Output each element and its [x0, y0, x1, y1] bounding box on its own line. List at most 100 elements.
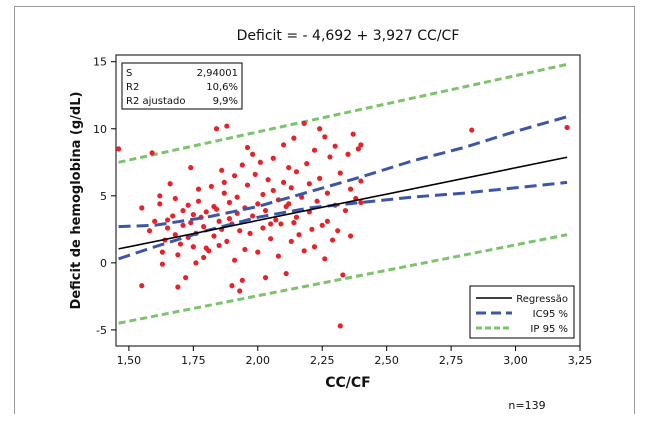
data-point	[564, 124, 570, 131]
stats-box: S 2,94001 R2 10,6% R2 ajustado 9,9%	[121, 62, 243, 110]
data-point	[244, 144, 251, 151]
data-point	[190, 211, 196, 218]
data-point	[208, 183, 214, 190]
data-point	[337, 323, 343, 329]
stats-value: 9,9%	[213, 96, 238, 107]
data-point	[190, 244, 196, 250]
data-point	[317, 175, 323, 181]
data-point	[139, 283, 145, 289]
data-point	[193, 260, 199, 266]
data-point	[268, 236, 274, 242]
stats-value: 2,94001	[197, 68, 238, 79]
data-point	[268, 221, 274, 227]
data-point	[157, 193, 163, 199]
data-point	[213, 126, 220, 132]
data-point	[159, 261, 165, 267]
data-point	[327, 154, 333, 160]
data-point	[273, 217, 279, 223]
data-point	[239, 277, 245, 283]
stats-label: S	[126, 68, 132, 79]
data-point	[306, 181, 312, 187]
data-point	[177, 241, 184, 247]
data-point	[224, 238, 230, 245]
data-point	[188, 165, 194, 171]
data-point	[329, 237, 336, 243]
data-point	[216, 242, 222, 249]
y-tick-label: -5	[96, 324, 107, 337]
data-point	[262, 275, 269, 281]
data-point	[335, 228, 341, 234]
data-point	[317, 126, 323, 132]
data-point	[255, 201, 261, 207]
data-point	[314, 198, 320, 204]
x-tick-label: 2,75	[439, 354, 464, 367]
data-point	[195, 198, 202, 204]
figure-frame	[14, 6, 635, 414]
y-tick-label: 15	[93, 56, 107, 69]
data-point	[146, 228, 153, 234]
data-point	[231, 173, 238, 179]
data-point	[280, 142, 287, 148]
data-point	[260, 225, 266, 231]
data-point	[311, 147, 318, 153]
data-point	[152, 218, 158, 224]
plot-area	[115, 54, 581, 347]
data-point	[291, 220, 297, 226]
data-point	[293, 214, 300, 220]
data-point	[164, 217, 171, 223]
data-point	[221, 179, 227, 185]
data-point	[226, 216, 233, 222]
data-point	[244, 182, 251, 188]
data-point	[180, 207, 186, 214]
data-point	[324, 218, 330, 224]
data-point	[170, 213, 176, 219]
data-point	[304, 161, 310, 167]
data-point	[172, 195, 178, 202]
data-point	[201, 224, 207, 230]
data-point	[239, 162, 245, 168]
x-tick-label: 2,25	[310, 354, 335, 367]
legend: Regressão IC95 % IP 95 %	[469, 285, 575, 339]
data-point	[347, 233, 354, 239]
data-point	[286, 201, 292, 207]
data-point	[350, 131, 356, 137]
data-point	[175, 252, 181, 258]
data-point	[250, 213, 256, 219]
data-point	[286, 165, 292, 171]
data-point	[157, 201, 163, 207]
plot-content	[116, 62, 570, 329]
x-tick-label: 1,50	[117, 354, 142, 367]
data-point	[231, 257, 238, 263]
legend-label: Regressão	[516, 294, 568, 305]
data-point	[167, 181, 173, 187]
data-point	[237, 228, 243, 234]
data-point	[347, 186, 354, 192]
data-point	[319, 222, 325, 228]
x-tick-label: 1,75	[181, 354, 206, 367]
data-point	[358, 178, 364, 184]
sample-size-label: n=139	[508, 399, 545, 412]
data-point	[255, 249, 261, 255]
data-point	[116, 146, 122, 152]
y-tick-label: 5	[100, 190, 107, 203]
data-point	[322, 134, 328, 140]
data-point	[159, 249, 165, 255]
legend-label: IP 95 %	[530, 324, 568, 335]
data-point	[221, 190, 227, 196]
data-point	[301, 248, 307, 254]
x-tick-label: 2,00	[246, 354, 271, 367]
data-point	[172, 232, 178, 238]
data-point	[180, 222, 186, 228]
data-point	[260, 191, 266, 198]
data-point	[257, 159, 263, 165]
data-point	[293, 169, 300, 175]
data-point	[229, 283, 235, 289]
stats-label: R2 ajustado	[126, 96, 185, 107]
stats-box-frame	[121, 62, 243, 110]
data-point	[355, 146, 361, 152]
y-tick-label: 0	[100, 257, 107, 270]
data-point	[283, 270, 289, 277]
data-point	[242, 246, 248, 253]
data-point	[322, 256, 328, 262]
